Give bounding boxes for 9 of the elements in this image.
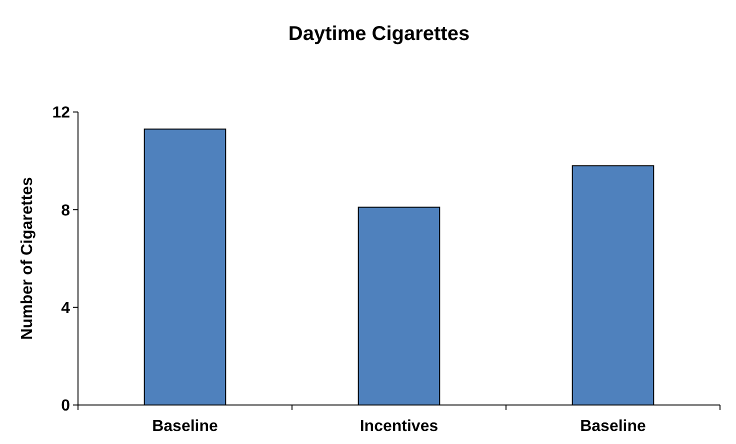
y-tick-label: 0 — [61, 398, 70, 415]
y-tick-label: 8 — [61, 202, 70, 220]
y-axis-title: Number of Cigarettes — [19, 177, 36, 340]
y-tick-label: 4 — [61, 300, 70, 317]
y-tick-label: 12 — [52, 104, 70, 122]
x-tick-label: Baseline — [580, 418, 646, 435]
chart-title: Daytime Cigarettes — [288, 23, 470, 45]
x-tick-label: Incentives — [360, 418, 438, 435]
x-tick-label: Baseline — [152, 418, 218, 435]
